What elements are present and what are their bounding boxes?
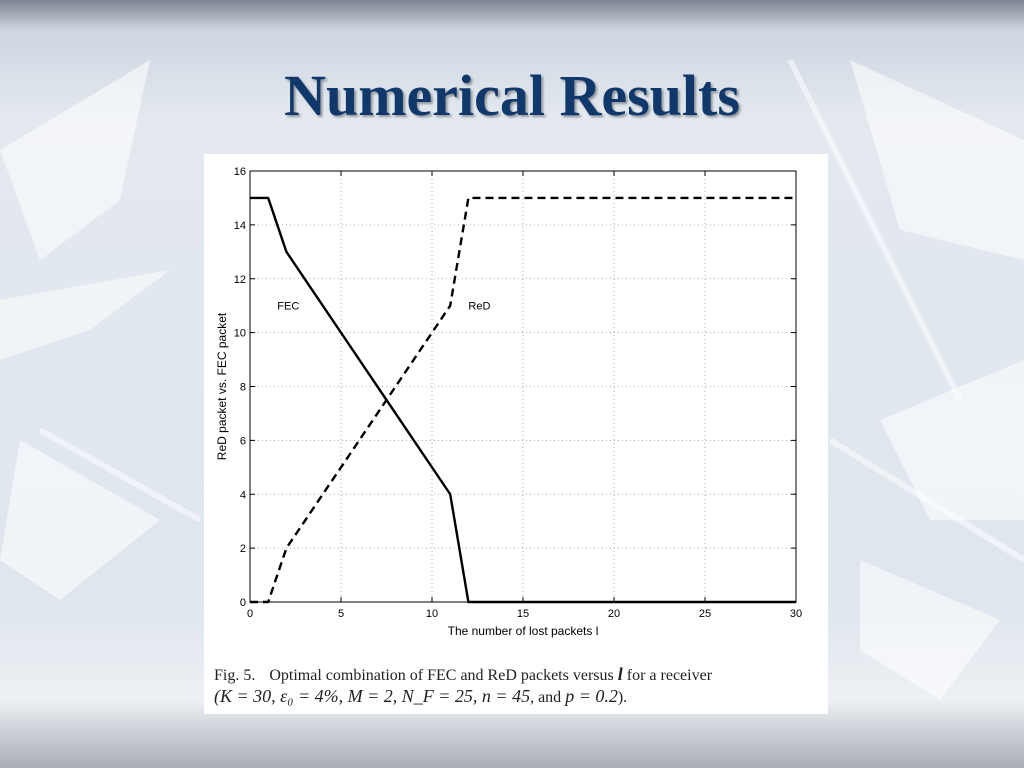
caption-line-2: (K = 30, ε₀ = 4%, M = 2, N_F = 25, n = 4… <box>214 686 822 708</box>
annotation-red: ReD <box>468 301 490 313</box>
caption-text-before: Optimal combination of FEC and ReD packe… <box>269 667 618 684</box>
line-chart: 0 5 10 15 20 25 30 0 2 4 6 8 10 12 14 16 The number of l… <box>215 166 802 638</box>
y-tick-label: 4 <box>240 489 246 501</box>
x-tick-label: 15 <box>517 608 529 620</box>
series-line-fec <box>250 196 796 604</box>
y-tick-label: 10 <box>234 328 246 340</box>
caption-p-value: p = 0.2 <box>565 686 618 706</box>
y-axis-label: ReD packet vs. FEC packet <box>215 312 229 460</box>
x-tick-label: 25 <box>699 608 711 620</box>
figure-panel: 0 5 10 15 20 25 30 0 2 4 6 8 10 12 14 16 The number of l… <box>204 154 828 714</box>
y-tick-label: 6 <box>240 435 246 447</box>
y-tick-label: 12 <box>234 274 246 286</box>
y-tick-label: 0 <box>240 597 246 609</box>
caption-line-1: Fig. 5. Optimal combination of FEC and Re… <box>214 664 822 686</box>
caption-params: (K = 30, ε₀ = 4%, M = 2, N_F = 25, n = 4… <box>214 686 531 706</box>
y-tick-label: 14 <box>234 220 246 232</box>
x-tick-label: 30 <box>790 608 802 620</box>
caption-and: , and <box>530 689 566 706</box>
caption-end: ). <box>617 689 628 706</box>
annotation-fec: FEC <box>277 301 299 313</box>
x-tick-label: 0 <box>247 608 253 620</box>
y-tick-label: 16 <box>234 166 246 178</box>
y-tick-label: 2 <box>240 543 246 555</box>
slide-title: Numerical Results <box>284 63 740 128</box>
figure-caption: Fig. 5. Optimal combination of FEC and Re… <box>214 664 822 708</box>
caption-variable: l <box>617 664 623 684</box>
x-tick-label: 10 <box>426 608 438 620</box>
x-tick-label: 5 <box>338 608 344 620</box>
x-tick-label: 20 <box>608 608 620 620</box>
caption-label: Fig. 5. <box>214 667 256 684</box>
caption-text-after: for a receiver <box>622 667 713 684</box>
series-line-red <box>250 196 796 604</box>
x-axis-label: The number of lost packets l <box>448 624 599 638</box>
y-tick-label: 8 <box>240 382 246 394</box>
